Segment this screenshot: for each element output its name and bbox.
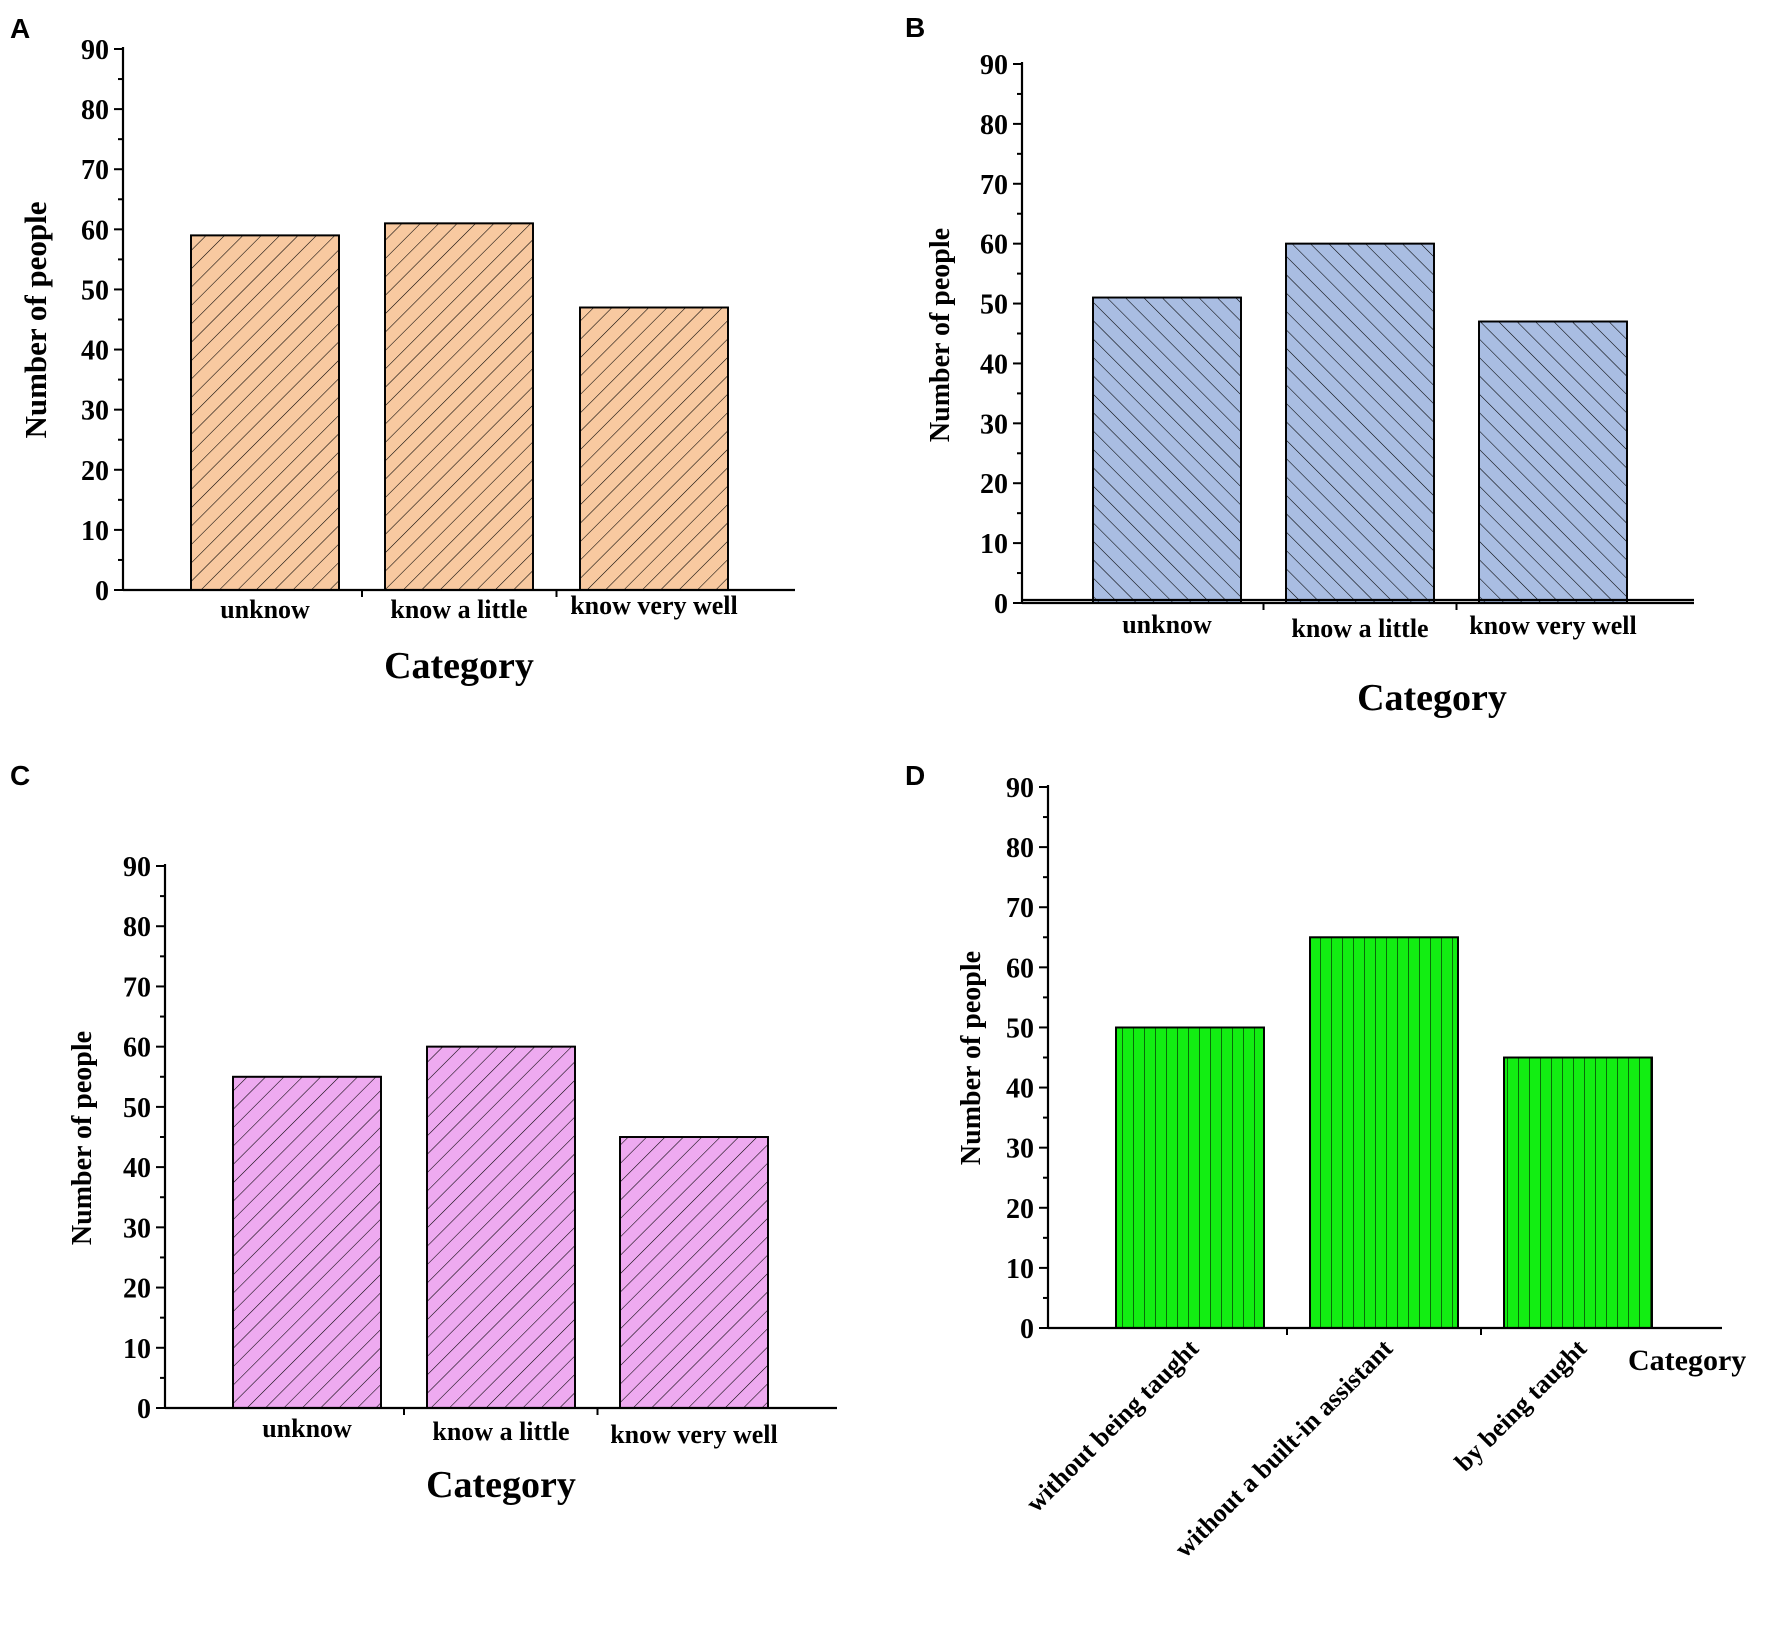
panel-letter: D: [905, 760, 925, 791]
bar-hatch: [1285, 242, 1435, 604]
panel-letter: B: [905, 12, 925, 43]
y-tick-label: 0: [994, 589, 1008, 620]
x-tick-label: know a little: [390, 595, 527, 624]
y-tick-label: 30: [123, 1213, 151, 1244]
y-tick-label: 80: [1006, 833, 1034, 864]
y-tick-label: 0: [1020, 1314, 1034, 1345]
x-tick-label: unknow: [220, 595, 310, 624]
y-tick-label: 0: [95, 576, 109, 607]
y-tick-label: 70: [1006, 893, 1034, 924]
y-axis-title: Number of people: [956, 951, 987, 1165]
bar-hatch: [1503, 1056, 1653, 1329]
bar-hatch: [384, 222, 534, 591]
y-tick-label: 20: [81, 456, 109, 487]
y-tick-label: 40: [980, 349, 1008, 380]
y-tick-label: 80: [81, 95, 109, 126]
y-tick-label: 80: [980, 110, 1008, 141]
bar-hatch: [1115, 1026, 1265, 1329]
x-axis-title: Category: [426, 1464, 576, 1506]
x-tick-label: know very well: [610, 1420, 778, 1449]
y-tick-label: 70: [980, 170, 1008, 201]
y-axis-title: Number of people: [18, 201, 53, 438]
bar-hatch: [1309, 936, 1459, 1329]
y-tick-label: 10: [980, 529, 1008, 560]
x-axis-title: Category: [1628, 1344, 1746, 1377]
x-tick-label: unknow: [1122, 610, 1212, 639]
y-tick-label: 10: [1006, 1254, 1034, 1285]
bar-hatch: [579, 306, 729, 591]
x-tick-label: without a built-in assistant: [1169, 1334, 1399, 1564]
x-tick-label: without being taught: [1020, 1333, 1204, 1517]
y-tick-label: 30: [81, 396, 109, 427]
y-tick-label: 10: [123, 1334, 151, 1365]
panel-c: C 0 10 20 30 40 50 60 70 80 90 unknow know a little k…: [10, 760, 837, 1506]
y-tick-label: 90: [123, 852, 151, 883]
panel-letter: A: [10, 13, 30, 44]
y-tick-label: 50: [123, 1093, 151, 1124]
y-tick-label: 60: [81, 215, 109, 246]
y-tick-label: 20: [123, 1274, 151, 1305]
y-tick-label: 40: [81, 336, 109, 367]
y-axis-title: Number of people: [925, 228, 956, 442]
y-tick-label: 60: [1006, 953, 1034, 984]
panel-a: A 0 10 20 30 40 50 60 70 80 90 unknow know a little k…: [10, 13, 795, 687]
x-tick-label: know a little: [1291, 614, 1428, 643]
y-tick-label: 30: [980, 409, 1008, 440]
bar-hatch: [1478, 320, 1628, 604]
y-tick-label: 50: [980, 290, 1008, 321]
y-tick-label: 40: [123, 1153, 151, 1184]
x-axis-title: Category: [1357, 677, 1507, 719]
bar-hatch: [426, 1045, 576, 1409]
y-tick-label: 70: [81, 155, 109, 186]
y-tick-label: 0: [137, 1394, 151, 1425]
y-tick-label: 10: [81, 516, 109, 547]
x-axis-title: Category: [384, 645, 534, 687]
y-tick-label: 20: [980, 469, 1008, 500]
y-tick-label: 30: [1006, 1134, 1034, 1165]
y-tick-label: 50: [81, 275, 109, 306]
y-tick-label: 60: [980, 230, 1008, 261]
bar-hatch: [619, 1136, 769, 1409]
x-tick-label: know a little: [432, 1417, 569, 1446]
y-tick-label: 90: [81, 35, 109, 66]
bar-hatch: [232, 1075, 382, 1409]
y-tick-label: 80: [123, 912, 151, 943]
y-tick-label: 70: [123, 972, 151, 1003]
x-tick-label: unknow: [262, 1414, 352, 1443]
y-tick-label: 60: [123, 1033, 151, 1064]
bar-hatch: [1092, 296, 1242, 604]
y-tick-label: 20: [1006, 1194, 1034, 1225]
x-tick-label: know very well: [570, 591, 738, 620]
bar-hatch: [190, 234, 340, 591]
panel-b: B 0 10 20 30 40 50 60 70 80 90 unknow know a little k…: [905, 12, 1694, 719]
panel-d: D 0 10 20 30 40 50 60 70 80 90 without being taught…: [905, 760, 1746, 1563]
y-tick-label: 90: [1006, 773, 1034, 804]
y-tick-label: 90: [980, 50, 1008, 81]
x-tick-label: know very well: [1469, 611, 1637, 640]
x-tick-label: by being taught: [1449, 1334, 1592, 1477]
y-tick-label: 50: [1006, 1013, 1034, 1044]
y-tick-label: 40: [1006, 1074, 1034, 1105]
panel-letter: C: [10, 760, 30, 791]
y-axis-title: Number of people: [67, 1031, 98, 1245]
